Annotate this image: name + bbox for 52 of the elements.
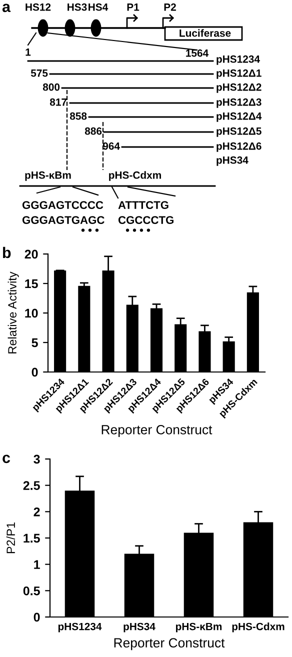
- text: pHS12Δ1: [216, 69, 262, 79]
- text: 1564: [186, 49, 209, 57]
- text: a: [2, 4, 11, 12]
- chart-title: b: [3, 246, 11, 258]
- text: pHS-κBm: [25, 171, 71, 181]
- y-tick-label: 0.5: [23, 586, 40, 596]
- x-tick-label: pHS-κBm: [176, 622, 222, 632]
- y-axis-title: Relative Activity: [8, 272, 19, 354]
- y-tick-label: 1: [34, 560, 40, 569]
- y-tick-label: 20: [24, 250, 38, 259]
- text: 858: [70, 112, 87, 120]
- y-tick-label: 3: [34, 454, 40, 464]
- chart-title: c: [2, 454, 10, 464]
- text: P2: [164, 3, 176, 11]
- text: 964: [102, 142, 120, 150]
- text: pHS12Δ2: [216, 83, 262, 93]
- y-tick-label: 1.5: [24, 534, 40, 543]
- y-tick-label: 2.5: [23, 481, 40, 490]
- x-axis-title: Reporter Construct: [114, 638, 225, 650]
- text: Luciferase: [180, 29, 231, 37]
- x-axis-title: Reporter Construct: [102, 425, 212, 437]
- text: HS3: [68, 3, 87, 11]
- y-axis-title: P2/P1: [6, 522, 16, 554]
- text: 800: [42, 83, 60, 91]
- text: pHS12Δ4: [216, 112, 262, 122]
- text: ATTTCTG: [118, 201, 168, 209]
- text: 817: [50, 98, 67, 106]
- text: pHS1234: [216, 55, 260, 65]
- y-tick-label: 15: [25, 279, 38, 288]
- text: pHS-Cdxm: [109, 171, 161, 181]
- text: • • •: [81, 228, 99, 232]
- x-tick-label: pHS34: [124, 622, 156, 632]
- text: CGCCCTG: [118, 216, 174, 224]
- y-tick-label: 5: [32, 338, 38, 348]
- text: HS12: [26, 3, 51, 11]
- text: pHS12Δ5: [216, 127, 262, 137]
- text: pHS12Δ6: [216, 142, 262, 152]
- text: HS4: [88, 3, 108, 11]
- y-tick-label: 0: [34, 612, 40, 622]
- text: GGGAGTCCCC: [22, 201, 104, 209]
- text: 575: [30, 70, 48, 77]
- text: pHS34: [216, 156, 248, 166]
- text: pHS12Δ3: [216, 98, 262, 108]
- text: 886: [84, 127, 102, 135]
- x-tick-label: pHS1234: [58, 622, 102, 632]
- y-tick-label: 2: [34, 507, 40, 516]
- y-tick-label: 0: [32, 368, 38, 377]
- text: • • • •: [126, 228, 150, 232]
- text: GGGAGTGAGC: [22, 216, 104, 224]
- y-tick-label: 10: [25, 308, 38, 318]
- text: P1: [127, 4, 140, 11]
- x-tick-label: pHS-Cdxm: [232, 622, 284, 632]
